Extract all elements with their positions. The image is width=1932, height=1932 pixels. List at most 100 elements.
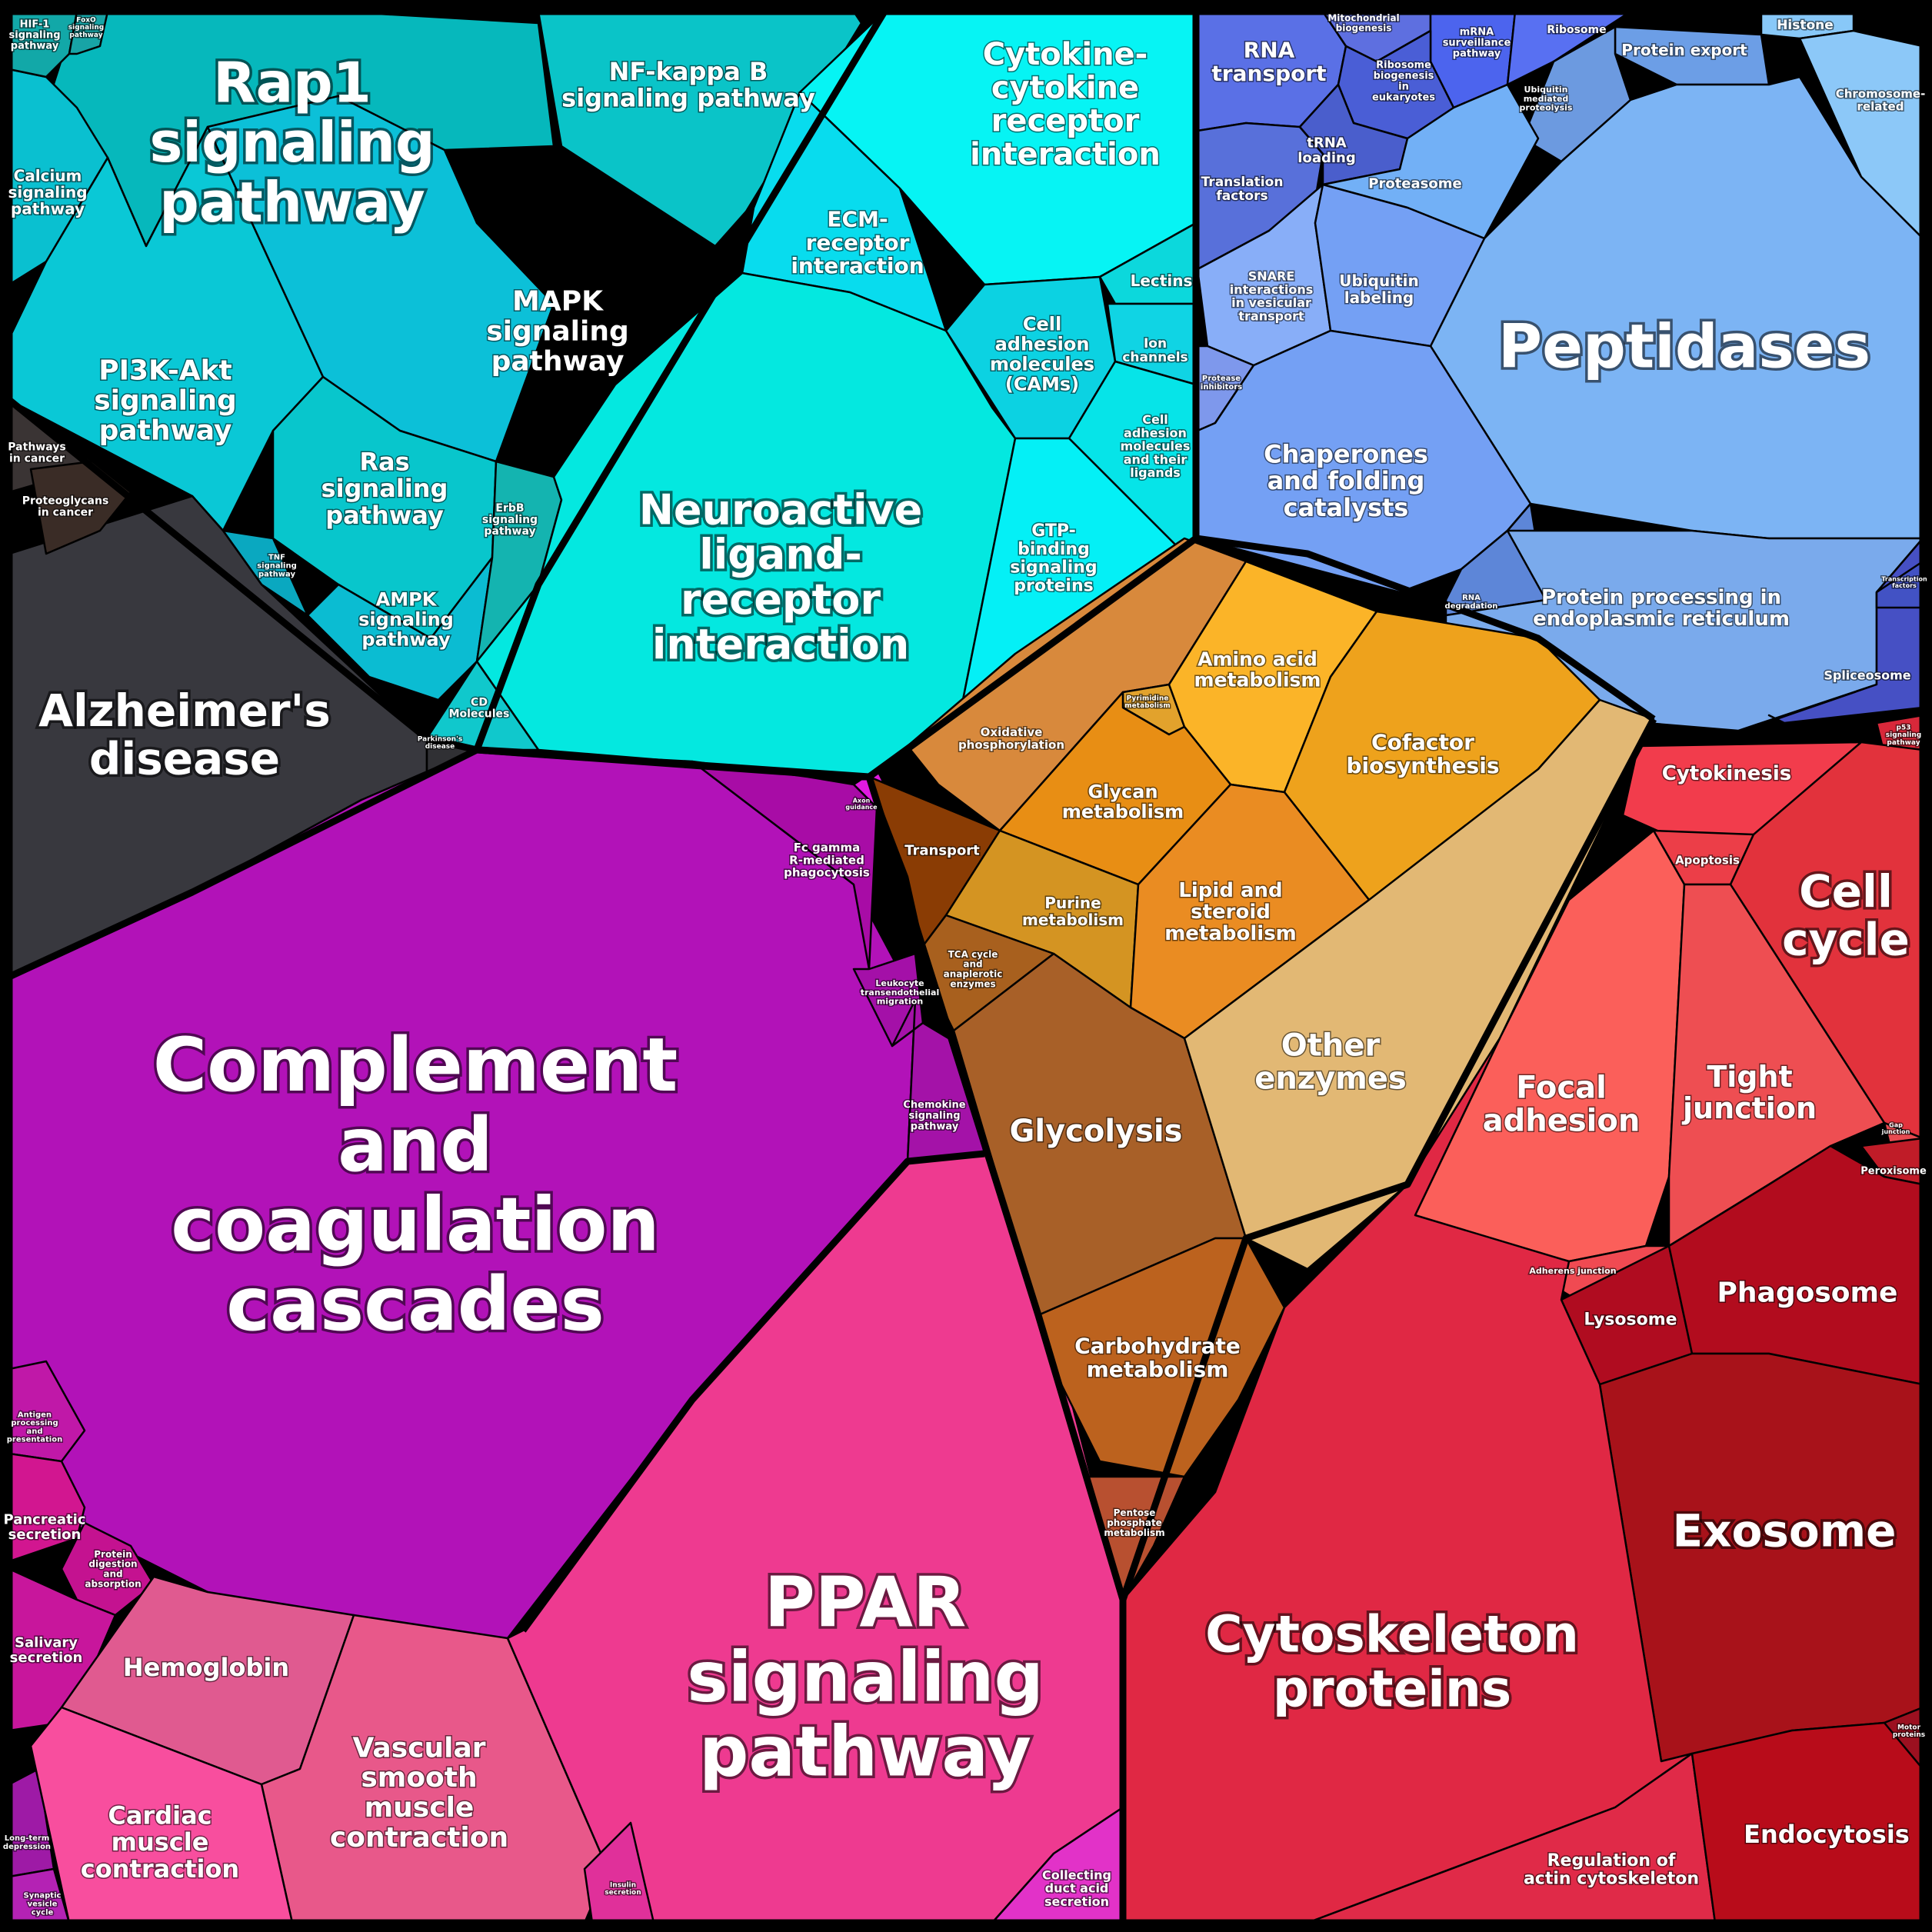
- label-cardiac-muscle-contraction: Cardiac muscle contraction: [81, 1801, 239, 1884]
- label-line: Proteoglycans: [22, 495, 109, 507]
- label-line: signaling: [358, 608, 454, 630]
- label-line: interaction: [652, 620, 909, 668]
- label-line: and: [103, 1569, 122, 1580]
- label-line: and: [963, 959, 982, 970]
- label-line: MAPK: [512, 286, 604, 318]
- label-protein-digestion-and-absorption: Protein digestion and absorption: [85, 1549, 141, 1590]
- group-borders: [5, 8, 1927, 1927]
- label-line: proteins: [1014, 576, 1093, 595]
- group-border: [1119, 717, 1657, 1601]
- label-line: PI3K-Akt: [98, 355, 232, 387]
- label-line: Pyrimidine: [1127, 695, 1169, 702]
- label-line: actin cytoskeleton: [1524, 1870, 1699, 1889]
- label-adherens-junction: Adherens junction: [1529, 1266, 1616, 1276]
- label-line: receptor: [991, 104, 1140, 139]
- label-line: secretion: [605, 1889, 641, 1897]
- label-line: Axon: [853, 798, 871, 804]
- label-line: binding: [1018, 540, 1090, 559]
- label-line: in vesicular: [1231, 295, 1311, 310]
- label-line: absorption: [85, 1579, 141, 1590]
- label-line: Mitochondrial: [1327, 13, 1399, 24]
- label-ampk-signaling-pathway: AMPK signaling pathway: [358, 589, 454, 651]
- label-line: loading: [1297, 150, 1355, 166]
- label-chaperones-and-folding-catalysts: Chaperones and folding catalysts: [1264, 440, 1428, 522]
- label-line: Pancreatic: [3, 1512, 85, 1528]
- label-line: molecules: [990, 353, 1094, 375]
- label-vascular-smooth-muscle-contraction: Vascular smooth muscle contraction: [330, 1732, 508, 1854]
- label-line: molecules: [1121, 439, 1191, 454]
- label-regulation-of-actin-cytoskeleton: Regulation of actin cytoskeleton: [1524, 1851, 1699, 1889]
- label-line: Neuroactive: [639, 485, 923, 534]
- label-line: Transcription: [1881, 576, 1927, 583]
- label-line: (CAMs): [1005, 373, 1079, 395]
- label-line: pathway: [99, 415, 232, 447]
- cells-layer: [8, 10, 1924, 1924]
- group-border: [7, 397, 478, 754]
- label-line: pathway: [258, 570, 295, 578]
- label-line: FoxO: [76, 16, 96, 24]
- label-peroxisome: Peroxisome: [1860, 1166, 1927, 1178]
- label-line: catalysts: [1284, 493, 1409, 522]
- label-line: Chromosome-: [1836, 87, 1926, 101]
- label-line: steroid: [1191, 901, 1271, 924]
- label-line: Protein: [94, 1549, 132, 1560]
- label-line: Collecting: [1042, 1867, 1111, 1882]
- label-phagosome: Phagosome: [1717, 1277, 1898, 1309]
- label-antigen-processing-and-presentation: Antigen processing and presentation: [7, 1411, 62, 1444]
- label-line: labeling: [1344, 288, 1414, 307]
- label-line: biosynthesis: [1347, 753, 1500, 778]
- label-line: signaling: [486, 316, 629, 348]
- label-line: adhesion: [1483, 1104, 1641, 1139]
- label-line: R-mediated: [789, 853, 864, 867]
- label-line: Carbohydrate: [1074, 1334, 1241, 1359]
- label-line: proteins: [1893, 1731, 1925, 1739]
- label-line: Translation: [1201, 175, 1284, 190]
- label-rna-transport: RNA transport: [1211, 38, 1326, 86]
- label-transcription-factors: Transcription factors: [1881, 576, 1927, 590]
- label-line: signaling: [687, 1637, 1044, 1718]
- label-line: Histone: [1777, 18, 1834, 33]
- label-proteasome: Proteasome: [1368, 175, 1461, 192]
- label-line: metabolism: [1022, 911, 1124, 929]
- label-line: vesicle: [28, 1900, 58, 1909]
- label-line: and folding: [1267, 466, 1425, 495]
- label-line: AMPK: [376, 589, 438, 611]
- label-line: pathway: [159, 170, 425, 235]
- label-line: pathway: [1453, 48, 1501, 60]
- label-line: and: [26, 1427, 42, 1436]
- label-line: adhesion: [995, 333, 1090, 355]
- label-parkinson-s-disease: Parkinson's disease: [418, 735, 462, 751]
- label-line: phagocytosis: [784, 866, 870, 880]
- label-line: Long-term: [5, 1834, 50, 1843]
- label-gap-junction: Gap junction: [1881, 1122, 1910, 1136]
- label-line: pathway: [11, 41, 59, 52]
- label-line: contraction: [81, 1854, 239, 1884]
- label-line: signaling: [149, 110, 435, 175]
- label-line: interaction: [791, 253, 924, 278]
- label-line: mRNA: [1460, 27, 1494, 38]
- label-line: signaling: [482, 514, 538, 526]
- label-line: signaling: [9, 30, 61, 42]
- label-line: mediated: [1524, 94, 1569, 104]
- label-line: in cancer: [9, 453, 65, 465]
- label-line: Rap1: [213, 50, 371, 115]
- label-trna-loading: tRNA loading: [1297, 135, 1355, 166]
- label-neuroactive-ligand-receptor-interaction: Neuroactive ligand-receptor interaction: [639, 485, 923, 668]
- label-line: Tight: [1707, 1060, 1792, 1094]
- label-line: proteins: [1273, 1660, 1511, 1719]
- label-line: TCA cycle: [948, 949, 998, 960]
- label-line: Chaperones: [1264, 440, 1428, 469]
- group-border: [520, 1150, 985, 1633]
- label-line: CD: [471, 696, 488, 708]
- label-line: in: [1398, 82, 1409, 93]
- label-insulin-secretion: Insulin secretion: [605, 1881, 641, 1897]
- label-p53-signaling-pathway: p53 signaling pathway: [1886, 724, 1921, 747]
- label-protein-processing-in-endoplasmic-reticulum: Protein processing in endoplasmic reticul…: [1533, 586, 1790, 631]
- label-ubiquitin-labeling: Ubiquitin labeling: [1339, 271, 1418, 307]
- label-line: phosphorylation: [958, 738, 1064, 751]
- label-line: cytokine: [991, 70, 1139, 105]
- label-translation-factors: Translation factors: [1201, 175, 1284, 204]
- label-line: Molecules: [449, 708, 510, 721]
- label-complement-and-coagulation-cascades: Complement and coagulation cascades: [153, 1022, 678, 1347]
- label-line: cycle: [32, 1908, 54, 1917]
